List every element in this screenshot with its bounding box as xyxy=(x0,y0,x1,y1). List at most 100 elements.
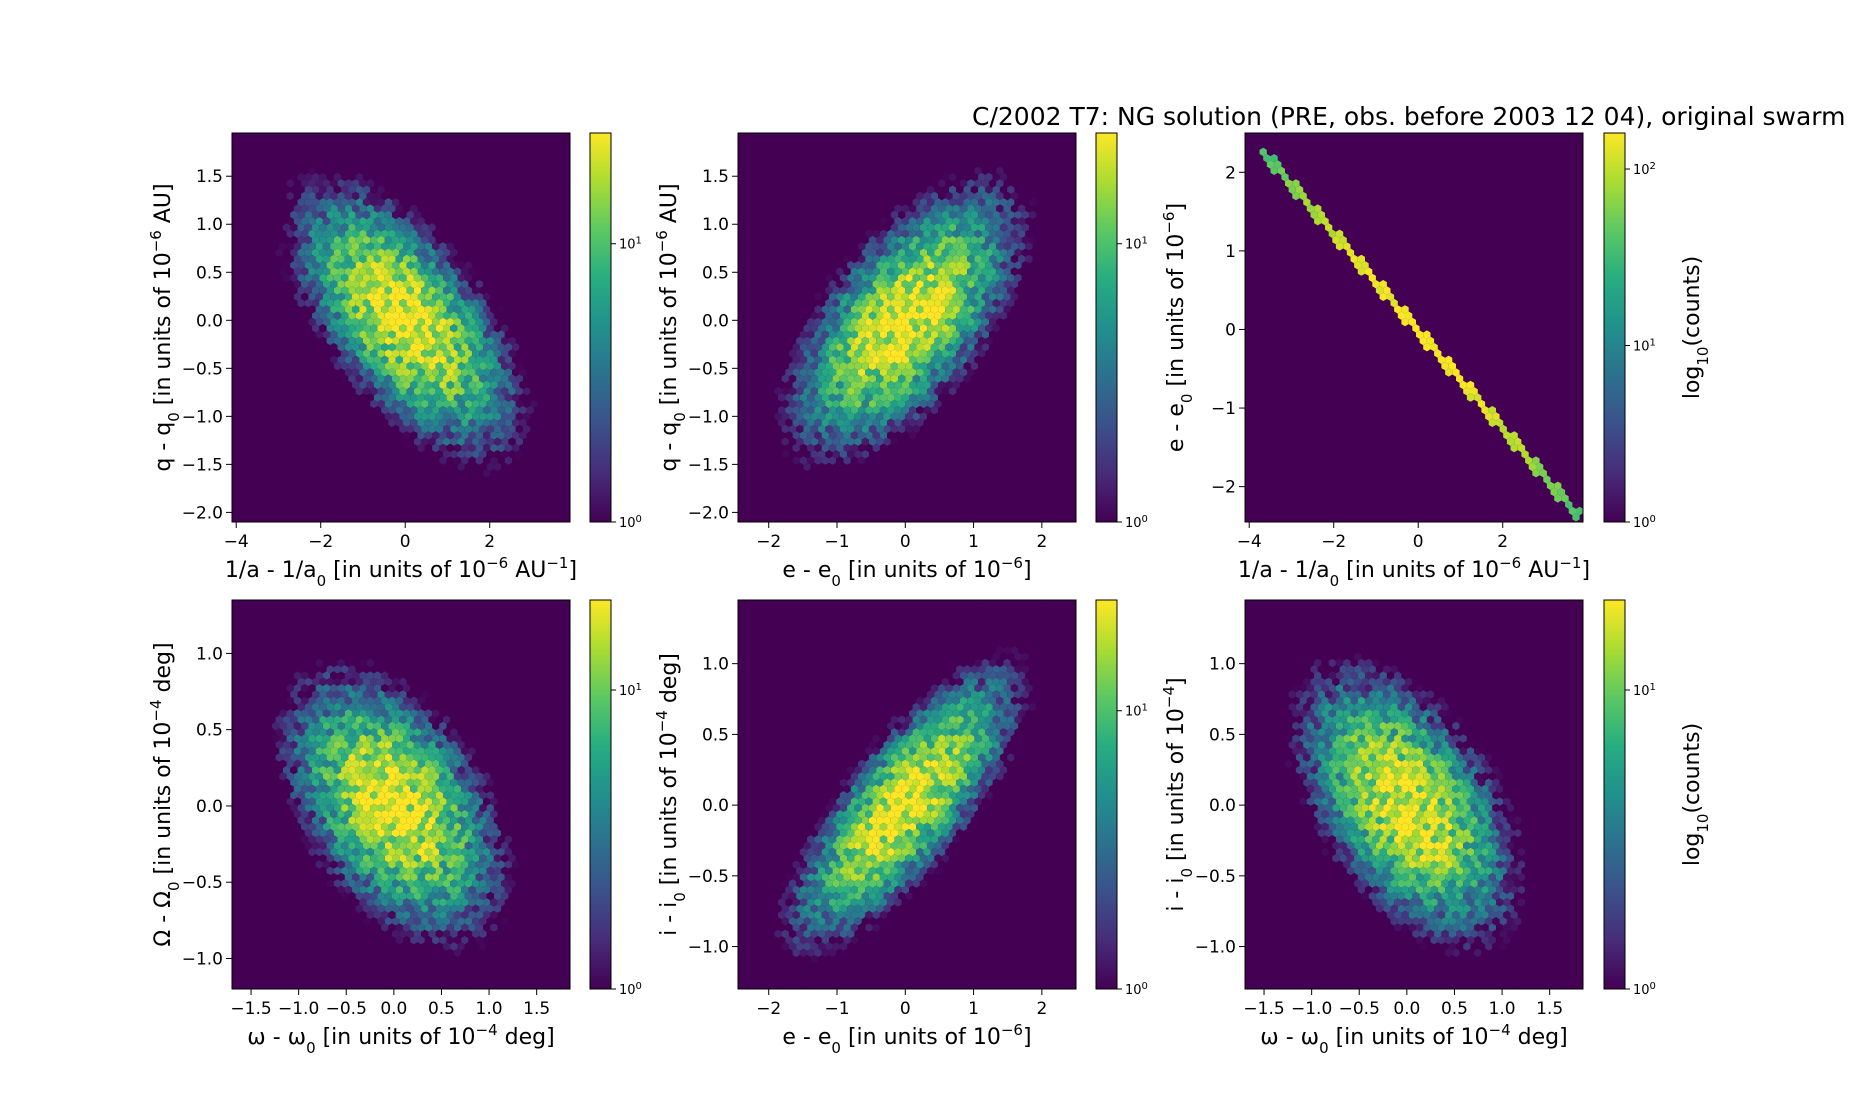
hexbin-cells xyxy=(741,600,1076,989)
y-tick-label: 2 xyxy=(1225,163,1236,183)
y-axis-label: i - i0 [in units of 10−4] xyxy=(1160,677,1196,911)
x-tick-label: 1 xyxy=(968,532,979,552)
plot-frame xyxy=(1244,132,1584,523)
x-tick-label: −0.5 xyxy=(1339,999,1380,1019)
y-tick-label: 0.0 xyxy=(196,797,223,817)
y-tick-label: −0.5 xyxy=(1195,867,1236,887)
x-tick-label: −1.5 xyxy=(1243,999,1284,1019)
y-tick-label: 0.0 xyxy=(702,311,729,331)
plot-frame xyxy=(737,132,1077,523)
x-axis-label: 1/a - 1/a0 [in units of 10−6 AU−1] xyxy=(1238,554,1590,590)
x-tick-label: 0 xyxy=(400,532,411,552)
x-axis-label: ω - ω0 [in units of 10−4 deg] xyxy=(1260,1021,1567,1057)
x-tick-label: 0.5 xyxy=(1441,999,1468,1019)
y-tick-label: 0.5 xyxy=(1209,725,1236,745)
y-tick-label: 1.0 xyxy=(702,655,729,675)
panel-p6: −1.5 −1.0 −0.5 0.0 0.5 1.0 1.5 −1.0 −0.5 0.0 0.5 1.… xyxy=(1160,599,1712,1057)
plot-frame xyxy=(737,599,1077,990)
x-tick-label: 0.0 xyxy=(380,999,407,1019)
y-tick-label: −1.0 xyxy=(688,938,729,958)
y-tick-label: −1.0 xyxy=(182,407,223,427)
x-tick-label: 0 xyxy=(900,532,911,552)
x-axis-label: e - e0 [in units of 10−6] xyxy=(782,1021,1031,1057)
x-tick-label: 0 xyxy=(900,999,911,1019)
y-axis-label: e - e0 [in units of 10−6] xyxy=(1160,203,1196,452)
panel-p1: −4 −2 0 2 −2.0 −1.5 −1.0 −0.5 0.0 0.5 1.0 1.5 1/a - … xyxy=(147,132,642,590)
x-tick-label: 0 xyxy=(1413,532,1424,552)
hexbin-cells xyxy=(1259,147,1583,522)
x-tick-label: −1 xyxy=(824,999,849,1019)
x-tick-label: 2 xyxy=(1497,532,1508,552)
y-tick-label: 0.0 xyxy=(702,796,729,816)
figure-title: C/2002 T7: NG solution (PRE, obs. before… xyxy=(972,102,1846,131)
x-tick-label: 2 xyxy=(1036,999,1047,1019)
y-tick-label: 1.5 xyxy=(196,167,223,187)
y-tick-label: 1.0 xyxy=(196,644,223,664)
colorbar-tick-label: 100 xyxy=(619,981,642,999)
x-tick-label: −2 xyxy=(308,532,333,552)
y-tick-label: −2.0 xyxy=(688,503,729,523)
panel-p2: −2 −1 0 1 2 −2.0 −1.5 −1.0 −0.5 0.0 0.5 1.0 1.5 e - e… xyxy=(653,132,1148,590)
plot-frame xyxy=(1244,599,1584,990)
x-tick-label: 1.0 xyxy=(476,999,503,1019)
y-tick-label: −1.0 xyxy=(182,949,223,969)
x-tick-label: −2 xyxy=(756,999,781,1019)
colorbar-tick-label: 101 xyxy=(1125,235,1148,253)
x-tick-label: −1.5 xyxy=(230,999,271,1019)
y-tick-label: 0.5 xyxy=(702,263,729,283)
y-tick-label: 0.0 xyxy=(1209,796,1236,816)
y-tick-label: −0.5 xyxy=(688,867,729,887)
colorbar: 100 101 xyxy=(1095,132,1148,532)
y-tick-label: 1 xyxy=(1225,242,1236,262)
colorbar-tick-label: 100 xyxy=(1633,981,1656,999)
y-tick-label: 0.0 xyxy=(196,311,223,331)
y-axis-label: q - q0 [in units of 10−6 AU] xyxy=(147,183,183,471)
x-tick-label: 0.0 xyxy=(1393,999,1420,1019)
y-tick-label: 1.0 xyxy=(196,215,223,235)
colorbar-tick-label: 100 xyxy=(1125,514,1148,532)
y-tick-label: −1.5 xyxy=(688,455,729,475)
colorbar: 101 100 log10(counts) xyxy=(1603,599,1712,999)
colorbar-tick-label: 101 xyxy=(619,682,642,700)
colorbar: 101 100 xyxy=(589,599,642,999)
hexbin-cells xyxy=(232,600,563,989)
plot-frame xyxy=(231,132,571,523)
colorbar-tick-label: 101 xyxy=(619,235,642,253)
x-tick-label: −1.0 xyxy=(1291,999,1332,1019)
x-tick-label: 1.0 xyxy=(1489,999,1516,1019)
y-axis-label: i - i0 [in units of 10−4 deg] xyxy=(653,653,689,936)
y-tick-label: −1.0 xyxy=(1195,938,1236,958)
y-tick-label: −0.5 xyxy=(688,359,729,379)
x-tick-label: 1.5 xyxy=(1536,999,1563,1019)
y-tick-label: 0.5 xyxy=(196,263,223,283)
y-tick-label: 1.0 xyxy=(702,215,729,235)
x-tick-label: −2 xyxy=(1321,532,1346,552)
x-tick-label: −4 xyxy=(224,532,249,552)
y-tick-label: 0.5 xyxy=(196,721,223,741)
colorbar-tick-label: 101 xyxy=(1633,337,1656,355)
y-tick-label: −0.5 xyxy=(182,359,223,379)
colorbar-tick-label: 102 xyxy=(1633,161,1656,179)
x-tick-label: 0.5 xyxy=(428,999,455,1019)
y-tick-label: −2.0 xyxy=(182,503,223,523)
colorbar: 100 101 102 log10(counts) xyxy=(1603,132,1712,532)
panel-p5: −2 −1 0 1 2 −1.0 −0.5 0.0 0.5 1.0 e - e0 [in units… xyxy=(653,599,1148,1057)
y-tick-label: −1.5 xyxy=(182,455,223,475)
colorbar-tick-label: 100 xyxy=(1125,981,1148,999)
x-tick-label: −1 xyxy=(824,532,849,552)
x-tick-label: 2 xyxy=(484,532,495,552)
y-tick-label: 0.5 xyxy=(702,725,729,745)
hexbin-cells xyxy=(1245,602,1576,989)
hexbin-cells xyxy=(738,133,1076,522)
y-tick-label: −1.0 xyxy=(688,407,729,427)
x-axis-label: e - e0 [in units of 10−6] xyxy=(782,554,1031,590)
x-axis-label: 1/a - 1/a0 [in units of 10−6 AU−1] xyxy=(225,554,577,590)
y-tick-label: −2 xyxy=(1211,478,1236,498)
colorbar-tick-label: 100 xyxy=(619,514,642,532)
colorbar: 100 101 xyxy=(589,132,642,532)
colorbar-tick-label: 100 xyxy=(1633,514,1656,532)
x-tick-label: −2 xyxy=(756,532,781,552)
y-tick-label: −0.5 xyxy=(182,873,223,893)
y-tick-label: 1.0 xyxy=(1209,655,1236,675)
